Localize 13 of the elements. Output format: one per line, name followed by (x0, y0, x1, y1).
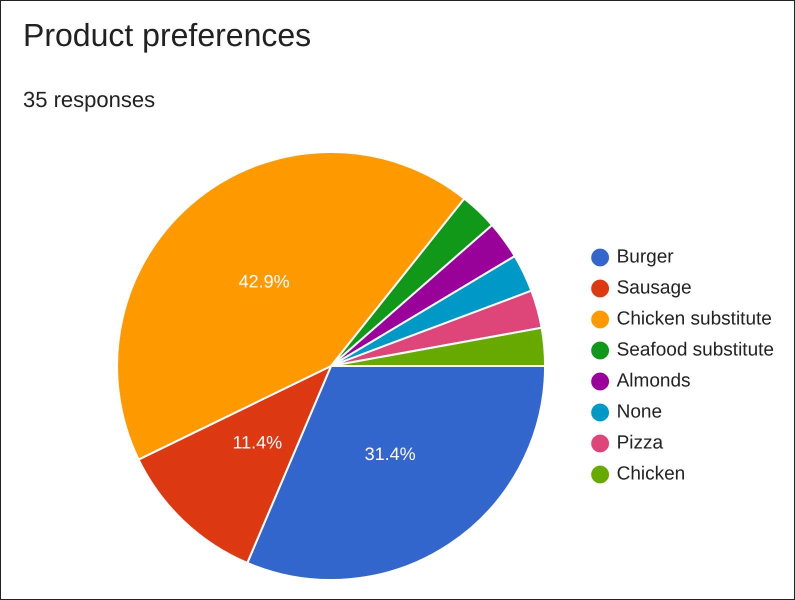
data-label: 11.4% (232, 432, 282, 453)
legend-label: None (616, 402, 662, 423)
legend-label: Almonds (616, 370, 691, 392)
legend-label: Sausage (616, 278, 692, 299)
legend-label: Seafood substitute (616, 340, 774, 361)
legend-label: Chicken substitute (616, 308, 772, 330)
chart-title: Product preferences (23, 17, 312, 54)
legend-label: Burger (616, 246, 674, 268)
chart-subtitle: 35 responses (23, 87, 156, 113)
data-label: 31.4% (364, 444, 416, 464)
legend-label: Chicken (616, 464, 686, 485)
legend-label: Pizza (616, 432, 664, 454)
data-label: 42.9% (238, 271, 290, 292)
